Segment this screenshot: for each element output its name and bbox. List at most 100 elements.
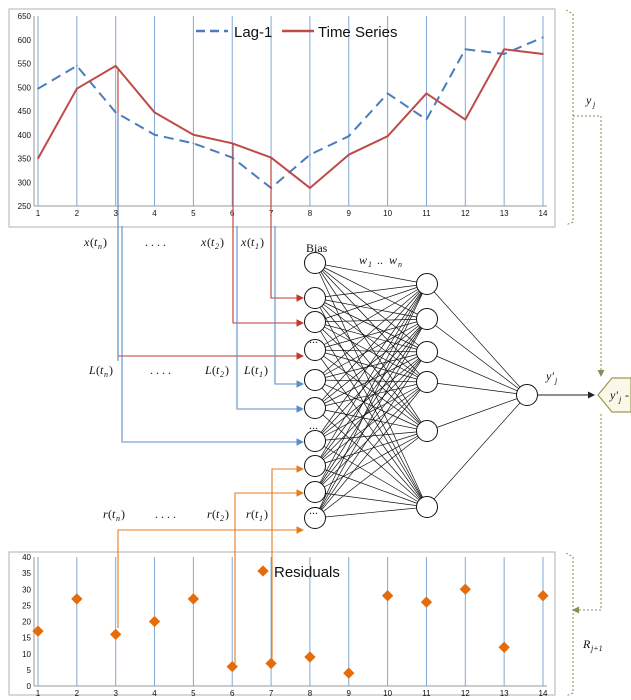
- arrow-L-t2: [236, 226, 305, 413]
- edge-input-hidden: [314, 318, 428, 323]
- series-line-0: [37, 36, 544, 189]
- svg-text:(: (: [108, 507, 112, 521]
- feedback-lines: [565, 9, 605, 697]
- edge-input-hidden: [314, 381, 428, 442]
- series-point: [231, 142, 234, 145]
- input-neuron: [304, 455, 326, 477]
- edge-input-hidden: [314, 318, 428, 493]
- svg-text:..: ..: [377, 253, 383, 267]
- L-t-n-label: L ( t n ): [88, 363, 113, 379]
- svg-text:(: (: [90, 235, 94, 249]
- yj-to-diamond: [573, 115, 605, 377]
- svg-text:x: x: [83, 235, 90, 249]
- x-tick-label: 1: [36, 209, 41, 218]
- series-point: [37, 157, 39, 160]
- svg-text:j: j: [592, 100, 596, 109]
- edge-input-hidden: [314, 283, 428, 442]
- series-point: [270, 156, 272, 159]
- edge-input-hidden: [314, 318, 428, 409]
- legend-time-series: Time Series: [318, 24, 397, 41]
- edge-input-hidden: [314, 379, 428, 383]
- edge-input-hidden: [314, 491, 428, 508]
- input-neuron: [304, 430, 326, 452]
- series-point: [153, 111, 156, 114]
- arrow-r-t1: [271, 465, 305, 660]
- edge-input-hidden: [314, 379, 428, 508]
- x-t-1-label: x ( t 1 ): [240, 235, 264, 251]
- edge-input-hidden: [314, 430, 428, 467]
- x-tick-label: 13: [500, 209, 509, 218]
- edge-input-hidden: [314, 349, 428, 508]
- x-tick-label: 4: [152, 689, 157, 698]
- edge-hidden-output: [426, 283, 528, 396]
- edge-input-hidden: [314, 430, 428, 442]
- edge-input-hidden: [314, 351, 428, 519]
- y-tick-label: 10: [22, 650, 31, 659]
- edge-input-hidden: [314, 318, 428, 381]
- y-tick-label: 650: [18, 12, 32, 21]
- input-neuron: [304, 287, 326, 309]
- y-tick-label: 5: [27, 666, 32, 675]
- bottom-chart-x-axis: 1 2 3 4 5 6 7 8 9 10 11 12 13 14: [36, 689, 548, 698]
- y-tick-label: 550: [18, 60, 32, 69]
- svg-text:n: n: [116, 514, 120, 523]
- x-tick-label: 3: [113, 689, 118, 698]
- edge-input-hidden: [314, 283, 428, 519]
- arrow-r-tn: [117, 526, 305, 628]
- input-neuron: [304, 397, 326, 419]
- svg-text:r: r: [246, 507, 251, 521]
- svg-text:1: 1: [259, 370, 263, 379]
- x-tick-label: 2: [75, 209, 80, 218]
- x-tick-label: 4: [152, 209, 157, 218]
- x-tick-label: 14: [539, 209, 548, 218]
- svg-text:2: 2: [220, 514, 224, 523]
- svg-text:x: x: [240, 235, 247, 249]
- edge-input-hidden: [314, 262, 428, 383]
- L-t-1-label: L ( t 1 ): [243, 363, 268, 379]
- top-bracket: [565, 9, 574, 226]
- r-dots: . . . .: [155, 507, 176, 521]
- x-tick-label: 11: [422, 209, 431, 218]
- input-neuron: [304, 339, 326, 361]
- svg-text:): ): [225, 507, 229, 521]
- svg-text:t: t: [255, 363, 259, 377]
- error-diamond: [597, 377, 631, 413]
- input-ellipsis-3: ...: [309, 503, 318, 517]
- edge-input-hidden: [314, 407, 428, 508]
- svg-text:): ): [264, 363, 268, 377]
- y-prime-output-label: y' j: [545, 369, 558, 385]
- edge-input-hidden: [314, 321, 428, 508]
- series-point: [503, 53, 505, 55]
- edge-input-hidden: [314, 262, 428, 432]
- top-chart-gridlines: [33, 16, 547, 207]
- svg-text:n: n: [398, 260, 402, 269]
- edge-input-hidden: [314, 465, 428, 508]
- series-point: [153, 133, 156, 136]
- edge-input-hidden: [314, 283, 428, 299]
- r-t-1-label: r ( t 1 ): [246, 507, 268, 523]
- svg-text:j: j: [618, 395, 622, 404]
- edge-input-hidden: [314, 297, 428, 508]
- top-chart-y-axis: 250 300 350 400 450 500 550 600 650: [18, 12, 32, 211]
- diamond-to-residual: [572, 414, 602, 614]
- residual-point: [187, 593, 200, 605]
- input-arrows: [117, 70, 305, 664]
- svg-text:): ): [103, 235, 107, 249]
- hidden-neuron: [416, 371, 438, 393]
- series-point: [192, 133, 195, 136]
- y-tick-label: 30: [22, 585, 31, 594]
- hidden-neuron: [416, 496, 438, 518]
- residual-point: [304, 651, 316, 663]
- input-neuron: [304, 481, 326, 503]
- x-tick-label: 1: [36, 689, 41, 698]
- svg-text:t: t: [211, 235, 215, 249]
- series-point: [114, 111, 117, 114]
- top-chart-series: [37, 36, 544, 189]
- bottom-chart-legend: Residuals: [257, 564, 340, 581]
- residual-point: [343, 667, 355, 679]
- input-ellipsis-2: ...: [309, 418, 318, 432]
- series-point: [76, 87, 78, 90]
- svg-text:(: (: [251, 507, 255, 521]
